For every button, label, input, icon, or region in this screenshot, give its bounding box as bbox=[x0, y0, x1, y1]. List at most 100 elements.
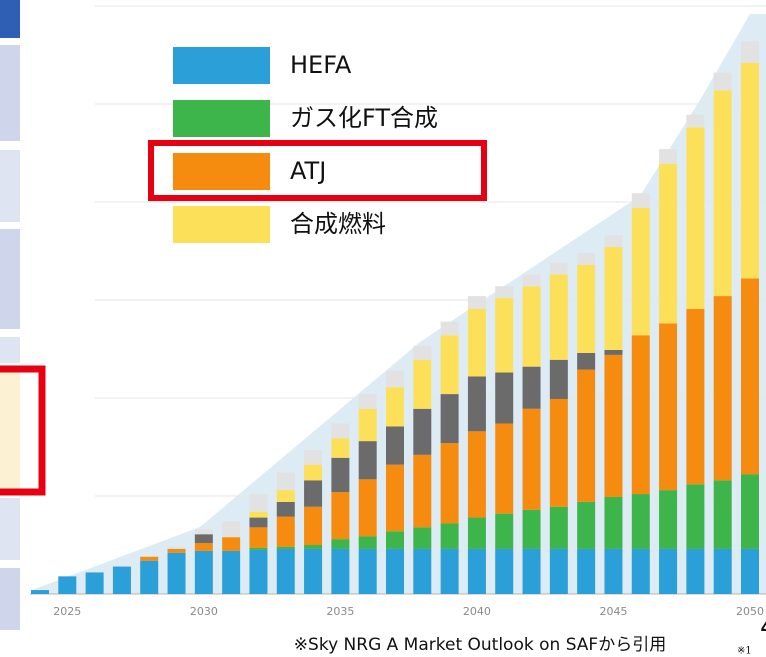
bar-segment bbox=[386, 464, 404, 532]
legend-swatch bbox=[173, 153, 270, 190]
x-tick-label: 2040 bbox=[463, 605, 491, 618]
legend-label: ATJ bbox=[290, 157, 326, 185]
bar-segment bbox=[85, 572, 104, 594]
bar-segment bbox=[249, 511, 268, 518]
bar-segment bbox=[495, 298, 514, 373]
x-tick-label: 2045 bbox=[599, 605, 627, 618]
sidebar-cell bbox=[0, 498, 20, 560]
bar-segment bbox=[331, 438, 350, 458]
bar-segment bbox=[604, 354, 623, 497]
bar-segment bbox=[276, 490, 295, 502]
bar-segment bbox=[467, 296, 486, 309]
bar-segment bbox=[413, 408, 432, 455]
legend-swatch bbox=[173, 100, 270, 137]
sidebar-cell bbox=[0, 370, 20, 490]
bar-segment bbox=[386, 548, 404, 594]
bar-segment bbox=[167, 546, 186, 549]
bar-segment bbox=[604, 349, 623, 355]
bar-segment bbox=[413, 346, 432, 360]
bar-segment bbox=[386, 370, 404, 388]
bar-segment bbox=[577, 264, 596, 353]
bar-segment bbox=[386, 531, 404, 549]
bar-segment bbox=[631, 548, 650, 594]
bar-segment bbox=[522, 286, 541, 367]
bar-segment bbox=[604, 235, 623, 248]
bar-segment bbox=[440, 321, 459, 336]
bar-segment bbox=[467, 431, 486, 518]
bar-segment bbox=[549, 398, 568, 507]
bar-segment bbox=[31, 590, 49, 594]
bar-segment bbox=[304, 545, 323, 549]
bar-segment bbox=[495, 548, 514, 594]
bar-segment bbox=[713, 480, 732, 549]
bar-segment bbox=[304, 464, 323, 481]
bar-segment bbox=[631, 207, 650, 336]
bar-segment bbox=[495, 372, 514, 424]
bar-segment bbox=[495, 423, 514, 514]
bar-segment bbox=[440, 335, 459, 395]
bar-segment bbox=[331, 457, 350, 493]
bar-segment bbox=[222, 521, 241, 538]
bar-segment bbox=[659, 163, 678, 324]
bar-segment bbox=[440, 523, 459, 549]
bar-segment bbox=[413, 527, 432, 549]
bar-segment bbox=[304, 480, 323, 507]
bar-segment bbox=[467, 517, 486, 549]
bar-segment bbox=[741, 41, 759, 63]
bar-segment bbox=[276, 516, 295, 547]
bar-segment bbox=[631, 494, 650, 549]
bar-segment bbox=[659, 548, 678, 594]
bar-segment bbox=[304, 548, 323, 594]
sidebar-cell bbox=[0, 45, 20, 141]
source-note: ※Sky NRG A Market Outlook on SAFから引用 bbox=[294, 635, 666, 655]
bar-segment bbox=[659, 149, 678, 164]
sidebar bbox=[0, 0, 46, 630]
bar-segment bbox=[522, 509, 541, 549]
x-tick-label: 2030 bbox=[190, 605, 218, 618]
bar-segment bbox=[249, 549, 268, 594]
bar-segment bbox=[413, 359, 432, 409]
bar-segment bbox=[549, 262, 568, 275]
bar-segment bbox=[358, 441, 377, 480]
bar-segment bbox=[276, 501, 295, 517]
bar-segment bbox=[167, 552, 186, 594]
bar-segment bbox=[304, 506, 323, 545]
bar-segment bbox=[140, 556, 159, 561]
bar-segment bbox=[304, 449, 323, 465]
bar-segment bbox=[713, 296, 732, 481]
bar-segment bbox=[331, 423, 350, 439]
bar-segment bbox=[386, 426, 404, 465]
bar-segment bbox=[112, 566, 131, 594]
bar-segment bbox=[358, 479, 377, 537]
bar-segment bbox=[276, 472, 295, 491]
bar-segment bbox=[577, 548, 596, 594]
bar-segment bbox=[604, 247, 623, 350]
bar-segment bbox=[577, 369, 596, 502]
bar-segment bbox=[522, 366, 541, 409]
bar-segment bbox=[549, 548, 568, 594]
bar-segment bbox=[741, 548, 759, 594]
bar-segment bbox=[659, 323, 678, 491]
bar-segment bbox=[713, 548, 732, 594]
bar-segment bbox=[331, 492, 350, 540]
bar-segment bbox=[522, 548, 541, 594]
legend: HEFA ガス化FT合成 ATJ 合成燃料 bbox=[173, 47, 438, 243]
x-tick-label: 2035 bbox=[326, 605, 354, 618]
bar-segment bbox=[194, 543, 213, 551]
bar-segment bbox=[713, 90, 732, 297]
bar-segment bbox=[549, 359, 568, 399]
bar-segment bbox=[686, 114, 705, 128]
bar-segment bbox=[358, 548, 377, 594]
bar-segment bbox=[741, 474, 759, 549]
bar-segment bbox=[577, 252, 596, 265]
bar-segment bbox=[604, 548, 623, 594]
bar-segment bbox=[604, 496, 623, 549]
legend-swatch bbox=[173, 47, 270, 84]
sidebar-cell bbox=[0, 337, 20, 363]
bar-segment bbox=[194, 550, 213, 594]
bar-segment bbox=[549, 274, 568, 360]
bar-segment bbox=[713, 72, 732, 91]
bar-segment bbox=[467, 548, 486, 594]
bars: 2025 2030 2035 2040 2045 2050 bbox=[31, 41, 764, 618]
sidebar-cell bbox=[0, 0, 20, 38]
